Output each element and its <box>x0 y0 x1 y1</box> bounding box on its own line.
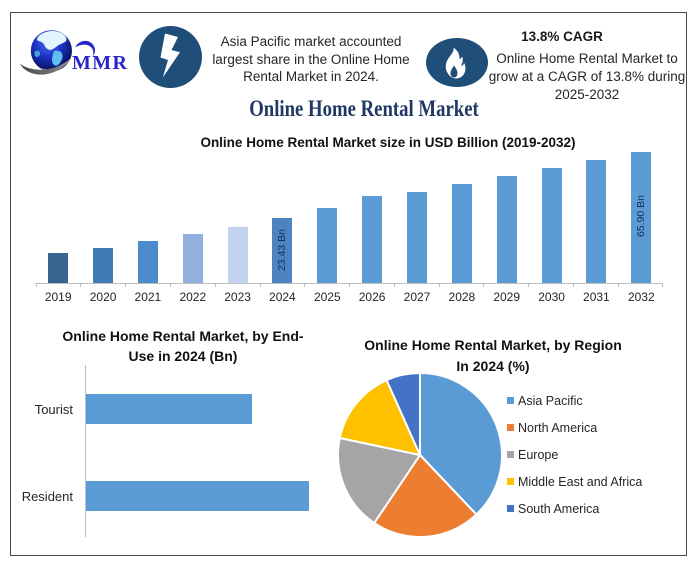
svg-text:MMR: MMR <box>72 52 128 74</box>
